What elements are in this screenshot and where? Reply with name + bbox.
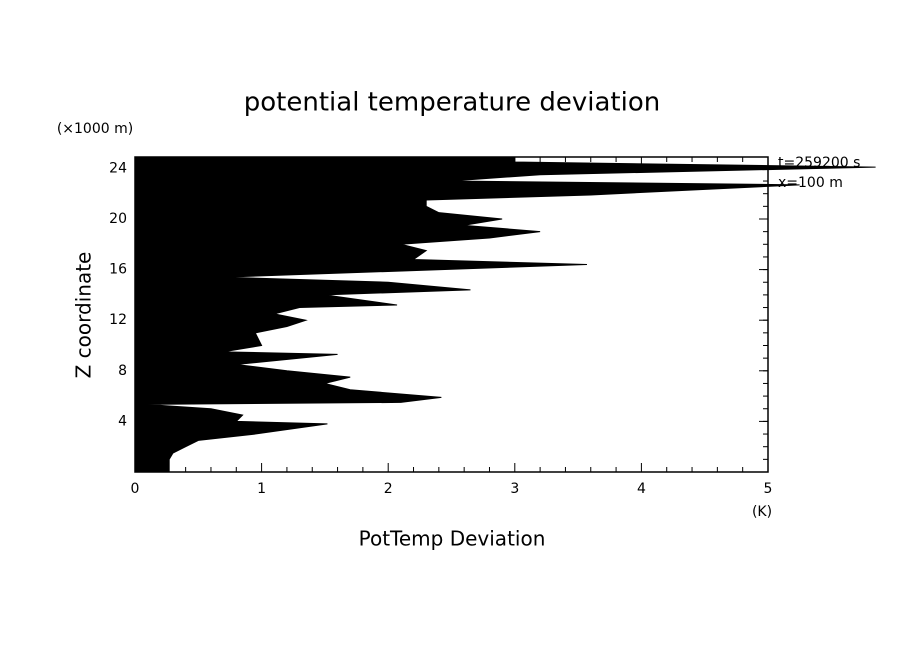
y-unit: (×1000 m) [57,121,133,137]
plot-frame [134,156,769,473]
x-tick-label: 0 [131,481,140,497]
x-tick-label: 4 [637,481,646,497]
y-tick-label: 4 [118,413,127,429]
x-axis-label: PotTemp Deviation [359,527,546,551]
annotation: x=100 m [778,175,843,191]
y-axis-label: Z coordinate [72,252,96,379]
x-tick-label: 5 [764,481,773,497]
chart-title: potential temperature deviation [244,88,660,118]
x-tick-label: 2 [384,481,393,497]
x-unit: (K) [752,504,772,520]
y-tick-label: 16 [109,262,127,278]
profile-area [134,156,876,473]
x-tick-label: 1 [257,481,266,497]
y-tick-label: 8 [118,363,127,379]
x-tick-label: 3 [510,481,519,497]
y-tick-label: 12 [109,312,127,328]
y-tick-label: 20 [109,211,127,227]
y-tick-label: 24 [109,160,127,176]
